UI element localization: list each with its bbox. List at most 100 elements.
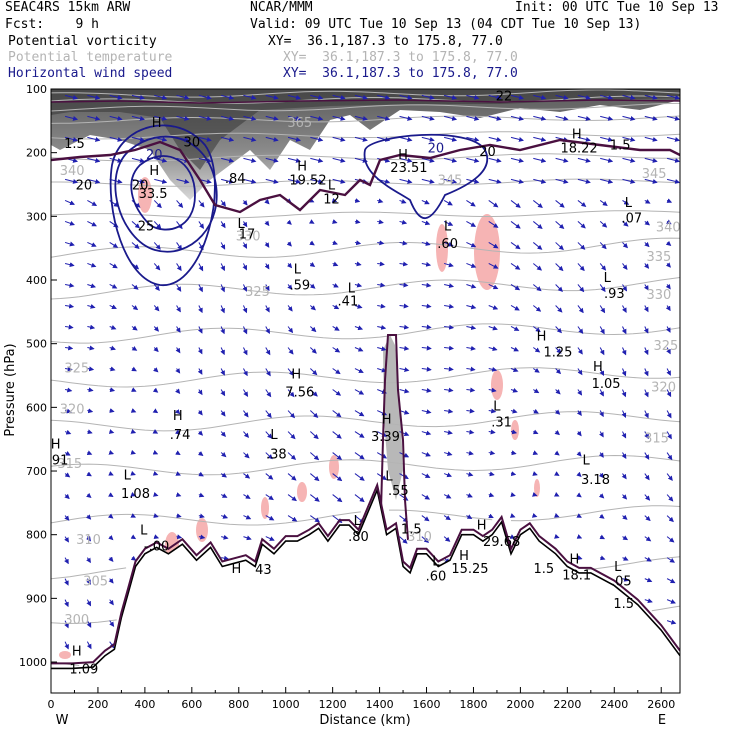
high-low-marker: L [625,196,633,211]
wind-vector [621,494,628,500]
wind-vector [332,410,342,418]
wind-vector [221,178,235,184]
wind-vector [598,452,604,458]
wind-vector [622,94,636,100]
wind-vector [466,514,473,519]
wind-vector [153,221,162,230]
pv-label: 1.09 [69,662,98,677]
wind-vector [444,366,454,372]
wind-vector [243,452,250,459]
wind-vector [108,599,114,606]
wind-vector [399,303,409,309]
wind-vector [220,242,226,250]
wind-vector [131,366,137,372]
wind-vector [354,325,364,331]
wind-vector [599,284,606,293]
wind-vector [622,115,636,121]
wind-vector [421,94,435,100]
wind-vector [399,388,410,394]
wind-vector [399,115,413,121]
wind-vector [622,514,628,520]
pv-label: 29.68 [483,535,520,550]
wind-vector [443,241,454,247]
wind-vector [621,410,627,418]
wind-vector [555,200,565,208]
x-tick-label: 0 [48,698,55,711]
wind-vector [64,199,75,206]
wind-vector [599,431,604,438]
wind-vector [555,389,561,395]
x-axis-title: Distance (km) [319,713,410,728]
pv-label: 1.5 [64,137,85,152]
wind-vector [443,493,452,499]
wind-vector [243,368,248,377]
high-low-marker: H [569,552,579,567]
wind-vector [265,452,273,460]
wind-vector [287,494,297,502]
wind-vector [332,283,339,288]
wind-vector [109,641,115,649]
wind-vector [577,157,591,163]
wind-vector [577,136,591,142]
wind-vector [64,451,71,456]
wind-vector [310,515,321,523]
wind-vector [666,115,680,121]
wind-vector [466,283,477,289]
pv-label: 22 [496,89,513,104]
theta-label: 325 [64,361,89,376]
wind-vector [198,157,212,163]
wind-vector [243,136,257,142]
wind-vector [154,115,168,121]
wind-vector [600,178,614,184]
wind-vector [510,429,518,435]
wind-vector [64,115,79,121]
wind-vector [131,305,139,311]
wind-vector [622,242,629,249]
wind-vector [198,284,203,293]
wind-vector [287,94,302,100]
wind-vector [510,367,519,372]
wind-vector [599,555,606,561]
wind-vector [130,449,136,455]
wind-vector [287,452,297,460]
y-tick-label: 600 [26,401,47,414]
wind-vector [644,556,652,562]
wind-vector [131,325,138,331]
wind-vector [510,492,516,497]
pv-label: .60 [426,570,447,585]
west-label: W [56,713,69,728]
wind-vector [87,220,97,227]
wind-vector [444,157,458,163]
wind-vector [243,494,251,499]
wind-vector [175,471,181,476]
high-low-marker: H [297,159,307,174]
wind-vector [176,115,190,121]
wind-vector [665,240,672,246]
pv-label: 23.51 [390,161,427,176]
wind-vector [421,241,431,246]
wind-vector [488,157,502,163]
wind-vector [286,219,292,225]
wind-vector [86,620,92,628]
wind-vector [331,197,338,203]
wind-vector [108,556,114,562]
wind-vector [644,452,650,460]
plot-area: 365 345 330 340 335 325 330 325 325 320 320 315 315 3… [51,89,680,693]
wind-vector [87,241,97,247]
wind-vector [243,431,250,438]
wind-vector [265,494,274,501]
wind-vector [466,94,480,100]
wind-vector [64,408,72,414]
wind-vector [221,534,229,540]
wind-vector [377,324,387,330]
wind-vector [399,261,409,267]
wind-vector [109,345,116,351]
wind-vector [354,431,365,438]
wind-vector [643,368,649,377]
y-tick-label: 200 [26,147,47,160]
high-low-marker: H [382,412,392,427]
wind-vector [666,157,680,163]
wind-vector [175,450,181,455]
wind-vector [622,199,630,205]
wind-vector [332,452,343,461]
